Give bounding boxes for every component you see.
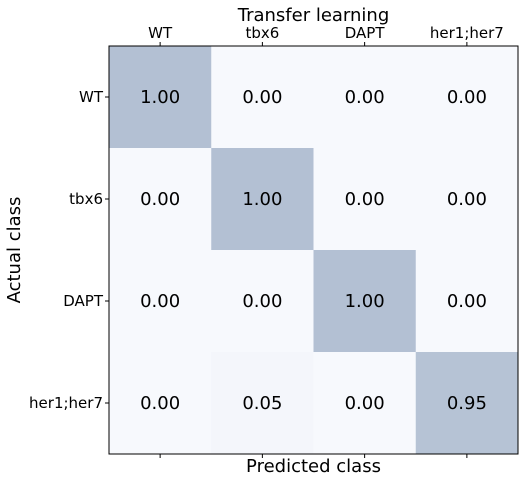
heatmap-cell [313, 352, 417, 455]
heatmap-cell [313, 46, 417, 149]
y-tick-label: WT [79, 88, 104, 106]
cell-value-label: 1.00 [345, 291, 385, 312]
heatmap-cell [211, 250, 314, 353]
cell-value-label: 0.00 [242, 87, 282, 108]
cell-value-label: 1.00 [242, 189, 282, 210]
heatmap-cell [415, 148, 519, 251]
cell-value-label: 0.00 [345, 393, 385, 414]
cell-value-label: 0.95 [447, 393, 487, 414]
y-tick-label: DAPT [63, 292, 104, 310]
y-axis-label: Actual class [4, 197, 25, 304]
heatmap-cell [313, 250, 417, 353]
heatmap-cell [109, 46, 212, 149]
y-tick-label: tbx6 [69, 190, 103, 208]
cell-value-label: 0.00 [345, 87, 385, 108]
chart-title: Transfer learning [237, 5, 390, 26]
x-tick-label: WT [148, 24, 173, 42]
cell-value-label: 1.00 [140, 87, 180, 108]
cell-value-label: 0.00 [447, 189, 487, 210]
x-tick-label: DAPT [345, 24, 386, 42]
heatmap-cell [415, 352, 519, 455]
y-tick-label: her1;her7 [29, 394, 103, 412]
cell-value-label: 0.05 [242, 393, 282, 414]
heatmap-cell [415, 250, 519, 353]
cell-value-label: 0.00 [242, 291, 282, 312]
cell-value-label: 0.00 [140, 393, 180, 414]
cell-value-label: 0.00 [447, 291, 487, 312]
heatmap-cell [211, 148, 314, 251]
heatmap-cell [211, 46, 314, 149]
x-tick-label: tbx6 [245, 24, 279, 42]
heatmap-cell [415, 46, 519, 149]
heatmap-cell [211, 352, 314, 455]
heatmap-cell [109, 250, 212, 353]
heatmap-cell [109, 148, 212, 251]
cell-value-label: 0.00 [345, 189, 385, 210]
cell-value-label: 0.00 [140, 189, 180, 210]
heatmap-cell [109, 352, 212, 455]
cell-value-label: 0.00 [447, 87, 487, 108]
x-axis-label: Predicted class [246, 456, 381, 477]
cell-value-label: 0.00 [140, 291, 180, 312]
x-tick-label: her1;her7 [430, 24, 504, 42]
plot-frame [108, 45, 519, 455]
heatmap-cell [313, 148, 417, 251]
